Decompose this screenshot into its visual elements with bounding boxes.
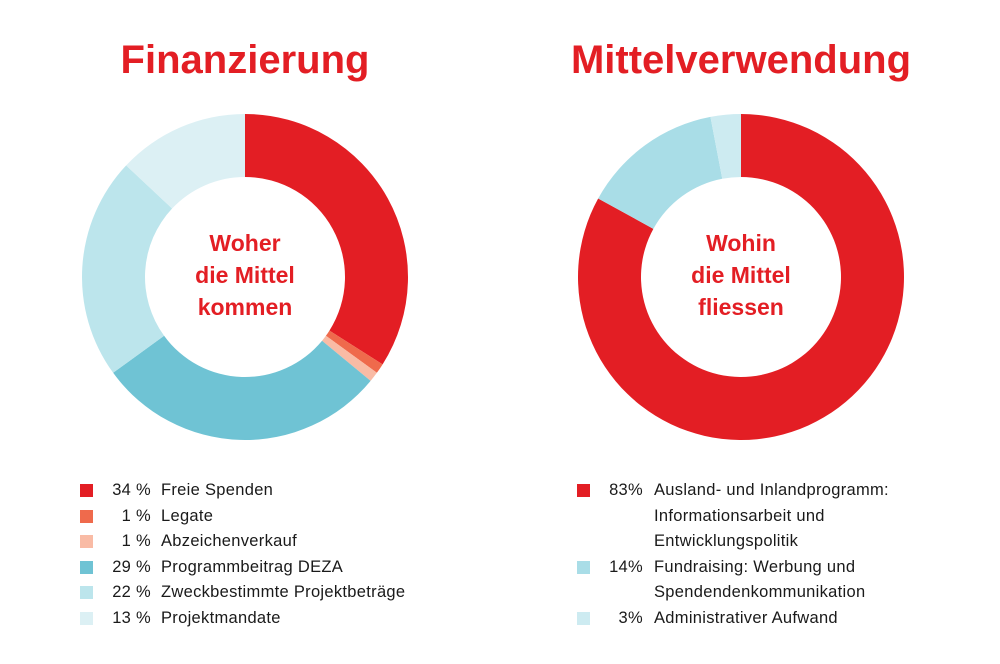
legend-swatch xyxy=(80,586,93,599)
legend-swatch xyxy=(80,535,93,548)
legend-item: 13 % Projektmandate xyxy=(80,606,461,632)
chart-title: Finanzierung xyxy=(121,38,370,82)
legend-swatch xyxy=(577,560,590,574)
legend-item: 34 % Freie Spenden xyxy=(80,478,461,504)
center-label: kommen xyxy=(198,294,293,320)
legend-value: 22 % xyxy=(112,583,151,601)
donut-segment xyxy=(245,114,408,365)
legend-item: 1 % Abzeichenverkauf xyxy=(80,529,461,555)
center-label: die Mittel xyxy=(195,262,295,288)
legend-label: Ausland- und Inlandprogramm: Information… xyxy=(654,481,889,550)
legend-item: 22 % Zweckbestimmte Projektbeträge xyxy=(80,580,461,606)
legend: 83% Ausland- und Inlandprogramm: Informat… xyxy=(577,478,924,631)
chart-title: Mittelverwendung xyxy=(571,38,911,82)
center-label: Woher xyxy=(209,230,280,256)
legend-item: 83% Ausland- und Inlandprogramm: Informat… xyxy=(577,478,924,555)
legend-value: 14% xyxy=(609,557,643,576)
legend-label: Abzeichenverkauf xyxy=(161,532,297,550)
legend-swatch xyxy=(80,484,93,497)
donut-segment xyxy=(577,114,904,440)
legend-item: 29 % Programmbeitrag DEZA xyxy=(80,555,461,581)
legend-value: 34 % xyxy=(112,481,151,499)
legend-swatch xyxy=(577,484,590,497)
legend-value: 1 % xyxy=(121,506,151,525)
legend-label: Legate xyxy=(161,506,214,525)
legend-swatch xyxy=(80,509,93,523)
donut-segment xyxy=(325,330,383,373)
legend-item: 14% Fundraising: Werbung und Spendendenko… xyxy=(577,555,924,606)
legend-item: 1 % Legate xyxy=(80,504,461,530)
legend-swatch xyxy=(577,611,590,625)
legend-value: 13 % xyxy=(112,608,151,627)
legend-label: Projektmandate xyxy=(161,608,281,627)
center-label: fliessen xyxy=(698,294,784,320)
donut-segment xyxy=(710,114,741,179)
donut-segment xyxy=(598,116,723,229)
legend-label: Programmbeitrag DEZA xyxy=(161,557,344,576)
center-label: Wohin xyxy=(706,230,776,256)
legend-item: 3% Administrativer Aufwand xyxy=(577,606,924,632)
legend-label: Fundraising: Werbung und Spendendenkommu… xyxy=(654,557,866,602)
donut-segment xyxy=(113,335,371,441)
donut-segment xyxy=(322,335,377,381)
legend-value: 1 % xyxy=(121,532,151,550)
legend: 34 % Freie Spenden 1 % Legate 1 % Abzeichenve… xyxy=(80,478,461,631)
legend-value: 3% xyxy=(618,608,643,627)
legend-swatch xyxy=(80,560,93,574)
legend-value: 29 % xyxy=(112,557,151,576)
legend-value: 83% xyxy=(609,481,643,499)
legend-label: Administrativer Aufwand xyxy=(654,608,838,627)
donut-segment xyxy=(126,114,245,209)
center-label: die Mittel xyxy=(691,262,791,288)
legend-label: Freie Spenden xyxy=(161,481,274,499)
donut-segment xyxy=(82,165,173,373)
legend-swatch xyxy=(80,611,93,625)
legend-label: Zweckbestimmte Projektbeträge xyxy=(161,583,406,601)
